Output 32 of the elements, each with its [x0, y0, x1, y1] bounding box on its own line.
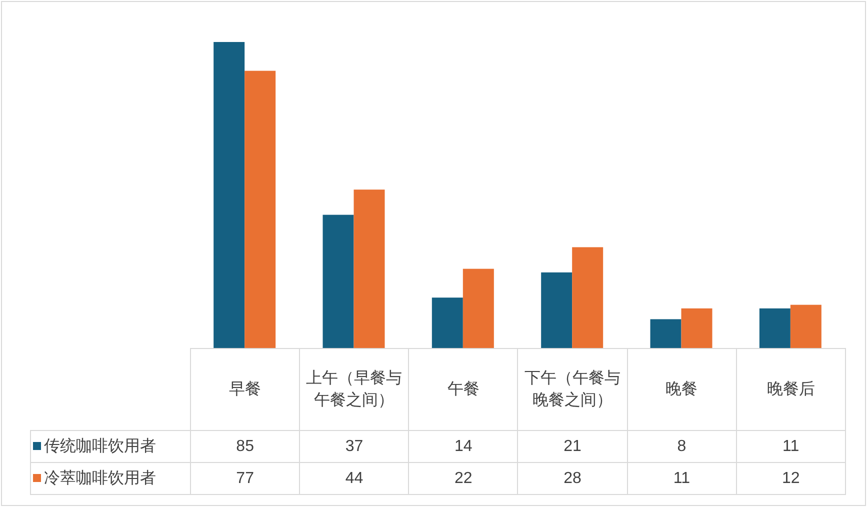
data-label: 77	[190, 462, 300, 494]
legend-label: 传统咖啡饮用者	[30, 430, 190, 462]
data-label: 8	[627, 430, 736, 462]
data-label: 85	[190, 430, 300, 462]
data-label: 44	[300, 462, 409, 494]
bar	[244, 70, 276, 348]
data-label: 22	[408, 462, 518, 494]
x-tick-label: 下午（午餐与晚餐之间）	[518, 348, 628, 430]
data-label: 28	[518, 462, 628, 494]
bar	[681, 308, 712, 348]
x-tick-label: 早餐	[190, 348, 300, 430]
bar	[759, 308, 790, 348]
bar	[572, 247, 604, 348]
bar	[354, 190, 385, 348]
data-label: 11	[627, 462, 736, 494]
data-label: 11	[736, 430, 846, 462]
x-tick-label: 午餐	[408, 348, 518, 430]
bar	[462, 268, 494, 348]
bar	[432, 298, 463, 348]
x-tick-label: 上午（早餐与午餐之间）	[300, 348, 409, 430]
legend-label: 冷萃咖啡饮用者	[30, 462, 190, 494]
data-label: 14	[408, 430, 518, 462]
bar	[650, 319, 682, 348]
bar	[790, 304, 822, 348]
data-label: 21	[518, 430, 628, 462]
bar	[541, 272, 572, 348]
bar	[214, 42, 245, 348]
bar	[322, 214, 354, 348]
x-tick-label: 晚餐	[627, 348, 736, 430]
x-tick-label: 晚餐后	[736, 348, 846, 430]
data-label: 12	[736, 462, 846, 494]
data-label: 37	[300, 430, 409, 462]
